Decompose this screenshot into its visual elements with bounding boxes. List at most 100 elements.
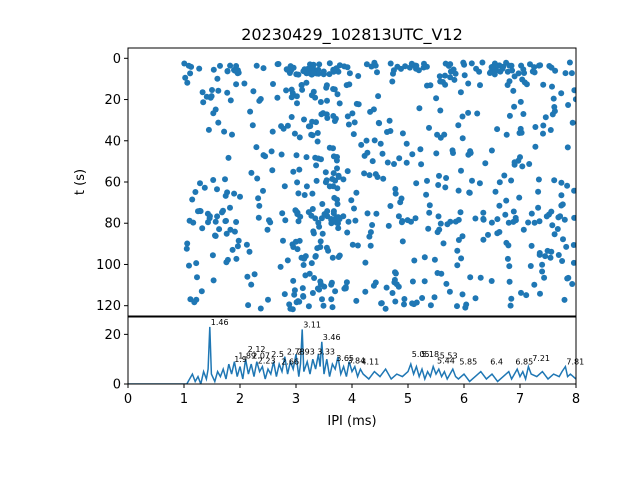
scatter-point: [196, 65, 203, 72]
scatter-point: [558, 179, 565, 186]
scatter-point: [284, 122, 291, 129]
scatter-point: [548, 248, 555, 255]
scatter-point: [317, 278, 324, 285]
scatter-point: [291, 130, 298, 137]
ipi-x-axis: 0 1 2 3 4 5 6 7 8: [124, 384, 580, 407]
scatter-point: [442, 81, 449, 88]
scatter-point: [302, 253, 309, 260]
scatter-point: [367, 242, 374, 249]
scatter-point: [190, 219, 197, 226]
scatter-point: [517, 125, 524, 132]
scatter-point: [282, 217, 289, 224]
scatter-point: [223, 217, 229, 224]
scatter-point: [540, 81, 547, 88]
scatter-point: [312, 154, 319, 161]
scatter-point: [355, 101, 362, 108]
scatter-point: [392, 186, 399, 192]
scatter-point: [457, 209, 464, 216]
scatter-point: [318, 156, 324, 163]
scatter-point: [451, 76, 458, 83]
scatter-y-tick-label: 0: [113, 52, 121, 67]
scatter-point: [292, 238, 299, 245]
scatter-point: [295, 218, 302, 225]
scatter-point: [541, 274, 548, 281]
scatter-point: [313, 162, 320, 169]
scatter-point: [557, 213, 564, 220]
scatter-point: [447, 74, 454, 81]
scatter-point: [536, 218, 543, 225]
scatter-point: [399, 130, 406, 137]
scatter-point: [346, 70, 353, 77]
scatter-point: [352, 217, 359, 224]
scatter-point: [294, 246, 301, 253]
scatter-point: [519, 163, 526, 170]
scatter-point: [535, 188, 542, 195]
scatter-point: [571, 187, 576, 194]
scatter-point: [345, 121, 352, 128]
scatter-point: [496, 179, 503, 186]
scatter-point: [379, 150, 386, 157]
scatter-point: [488, 278, 495, 284]
scatter-point: [431, 294, 438, 301]
scatter-point: [506, 263, 513, 270]
peak-label: 5.05: [412, 350, 430, 359]
scatter-point: [364, 210, 371, 217]
scatter-point: [552, 67, 559, 74]
scatter-point: [463, 301, 470, 308]
scatter-point: [494, 126, 501, 133]
ipi-x-label: IPI (ms): [327, 414, 376, 429]
scatter-point: [297, 213, 304, 220]
scatter-point: [554, 226, 561, 232]
scatter-point: [232, 67, 239, 74]
scatter-point: [255, 195, 262, 202]
scatter-point: [542, 114, 549, 121]
scatter-point: [398, 195, 405, 202]
scatter-point: [539, 268, 546, 275]
scatter-point: [442, 72, 448, 79]
peak-label: 6.85: [515, 358, 533, 367]
scatter-point: [351, 119, 358, 126]
scatter-point: [391, 161, 397, 167]
scatter-point: [345, 218, 352, 225]
scatter-point: [570, 259, 576, 266]
scatter-point: [330, 210, 337, 217]
scatter-point: [421, 254, 428, 261]
scatter-point: [420, 64, 427, 71]
scatter-point: [383, 284, 390, 291]
scatter-point: [362, 259, 369, 266]
scatter-point: [275, 61, 282, 67]
scatter-point: [223, 259, 230, 266]
scatter-point: [409, 278, 416, 285]
scatter-point: [385, 222, 392, 229]
scatter-point: [348, 197, 355, 204]
scatter-point: [458, 255, 465, 262]
scatter-point: [237, 193, 243, 200]
scatter-point: [279, 210, 286, 217]
scatter-point: [433, 150, 440, 157]
scatter-point: [201, 184, 208, 191]
scatter-point: [570, 242, 576, 248]
scatter-point: [197, 180, 203, 187]
scatter-point: [387, 60, 394, 67]
scatter-point: [480, 215, 487, 222]
scatter-point: [203, 93, 210, 100]
scatter-point: [457, 89, 464, 96]
scatter-point: [537, 290, 543, 297]
scatter-point: [288, 86, 295, 93]
scatter-point: [494, 230, 501, 237]
scatter-point: [399, 218, 406, 224]
scatter-point: [396, 155, 403, 162]
scatter-point: [537, 62, 544, 69]
ipi-x-tick-label: 8: [572, 392, 580, 407]
scatter-point: [353, 189, 360, 196]
scatter-point: [264, 226, 271, 233]
scatter-point: [375, 119, 382, 126]
scatter-point: [210, 110, 217, 117]
scatter-point: [461, 72, 468, 79]
peak-label: 3.84: [347, 356, 365, 365]
scatter-point: [507, 302, 514, 309]
peak-label: 2.23: [258, 356, 276, 365]
ipi-x-tick-label: 2: [236, 392, 244, 407]
scatter-point: [542, 253, 549, 260]
scatter-point: [248, 281, 255, 288]
